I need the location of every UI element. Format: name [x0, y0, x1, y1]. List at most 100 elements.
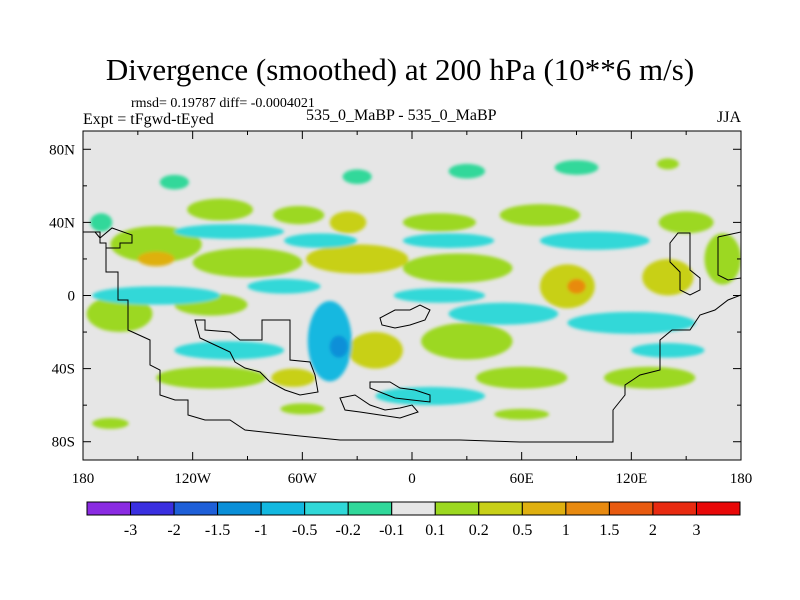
- field-blob-18: [421, 322, 513, 360]
- colorbar-label: 0.1: [425, 522, 445, 539]
- colorbar-box-10: [521, 501, 567, 516]
- colorbar-box-3: [217, 501, 262, 516]
- field-blob-9: [305, 244, 409, 274]
- colorbar-box-14: [695, 501, 741, 516]
- colorbar-box-11: [565, 501, 610, 516]
- field-blob-19: [156, 366, 266, 389]
- field-blob-28: [92, 286, 221, 305]
- colorbar-box-12: [608, 501, 654, 516]
- field-blob-27: [539, 231, 650, 250]
- field-blob-7: [137, 251, 175, 267]
- north-america-outline: [83, 227, 133, 249]
- dateline-coast-outline: [717, 231, 741, 281]
- colorbar-box-13: [652, 501, 697, 516]
- colorbar-box-8: [434, 501, 480, 516]
- y-axis: 80N 40N 0 40S 80S: [49, 142, 741, 451]
- x-tick-label: 180: [730, 471, 753, 487]
- experiment-label: Expt = tFgwd-tEyed: [83, 111, 214, 128]
- field-blob-33: [307, 300, 352, 382]
- field-blob-35: [174, 341, 285, 360]
- season-label: JJA: [716, 109, 741, 126]
- colorbar-label: -2: [167, 522, 180, 539]
- x-tick-label: 60E: [510, 471, 534, 487]
- field-blob-5: [658, 211, 714, 234]
- divergence-field: [86, 158, 741, 429]
- chart-title: Divergence (smoothed) at 200 hPa (10**6 …: [105, 52, 695, 87]
- colorbar: -3 -2 -1.5 -1 -0.5 -0.2 -0.1 0.1 0.2 0.5 1 1.5 2 3: [86, 501, 741, 539]
- colorbar-box-2: [173, 501, 219, 516]
- small-island-outline: [379, 304, 431, 329]
- field-blob-13: [642, 258, 694, 296]
- x-tick-label: 120W: [174, 471, 212, 487]
- colorbar-label: -0.5: [292, 522, 317, 539]
- field-blob-25: [284, 233, 358, 248]
- field-blob-11: [539, 264, 595, 309]
- southern-boundary-outline: [105, 248, 741, 443]
- colorbar-box-4: [260, 501, 306, 516]
- x-tick-label: 120E: [615, 471, 647, 487]
- field-blob-42: [656, 158, 679, 170]
- field-blob-21: [475, 366, 568, 389]
- field-blob-1: [273, 205, 325, 225]
- colorbar-label: 1: [562, 522, 570, 539]
- field-blob-29: [247, 279, 321, 294]
- field-blob-2: [329, 211, 367, 234]
- field-blob-3: [402, 213, 476, 232]
- x-tick-label: 180: [72, 471, 95, 487]
- field-blob-26: [402, 233, 495, 248]
- field-blob-41: [159, 174, 190, 190]
- y-tick-label: 40N: [49, 215, 75, 231]
- colorbar-box-1: [130, 501, 175, 516]
- colorbar-label: -0.1: [379, 522, 404, 539]
- colorbar-box-0: [86, 501, 132, 516]
- antarctic-shelf-outline: [369, 381, 431, 403]
- field-blob-14: [704, 233, 741, 285]
- colorbar-label: -1.5: [205, 522, 230, 539]
- field-blob-32: [567, 311, 696, 334]
- case-label: 535_0_MaBP - 535_0_MaBP: [306, 107, 497, 124]
- field-blob-37: [631, 343, 705, 358]
- field-blob-20: [271, 368, 316, 387]
- field-blob-8: [192, 247, 303, 278]
- colorbar-label: -1: [254, 522, 267, 539]
- southern-continent-outline: [194, 319, 319, 396]
- field-blob-24: [174, 224, 285, 239]
- colorbar-label: 1.5: [599, 522, 619, 539]
- colorbar-label: 0.2: [469, 522, 489, 539]
- field-blob-0: [187, 198, 253, 221]
- field-blob-10: [402, 253, 513, 283]
- field-blob-40: [554, 160, 599, 175]
- coastline-outline: [83, 227, 741, 443]
- colorbar-label: 2: [649, 522, 657, 539]
- x-tick-label: 60W: [288, 471, 318, 487]
- stats-text: rmsd= 0.19787 diff= -0.0004021: [131, 96, 315, 111]
- y-tick-label: 80N: [49, 142, 75, 158]
- x-tick-label: 0: [408, 471, 416, 487]
- field-blob-23: [90, 213, 113, 232]
- field-blob-39: [448, 163, 486, 179]
- y-tick-label: 80S: [52, 435, 75, 451]
- east-asia-outline: [669, 232, 701, 296]
- colorbar-label: -0.2: [336, 522, 361, 539]
- y-tick-label: 40S: [52, 362, 75, 378]
- field-blob-34: [329, 335, 349, 358]
- field-blob-6: [110, 226, 202, 263]
- x-axis: 180 120W 60W 0 60E 120E 180: [72, 131, 753, 487]
- field-blob-17: [348, 332, 403, 369]
- y-tick-label: 0: [68, 289, 76, 305]
- colorbar-box-9: [478, 501, 523, 516]
- field-blob-38: [342, 169, 372, 185]
- field-blob-4: [499, 204, 581, 227]
- field-blob-15: [86, 295, 153, 333]
- colorbar-box-5: [304, 501, 349, 516]
- colorbar-label: 3: [692, 522, 700, 539]
- colorbar-box-6: [347, 501, 393, 516]
- field-blob-30: [393, 288, 486, 303]
- colorbar-label: -3: [124, 522, 137, 539]
- field-blob-22: [603, 366, 696, 389]
- field-blob-45: [494, 408, 550, 420]
- field-blob-31: [448, 302, 559, 325]
- colorbar-box-7: [391, 501, 436, 516]
- southern-island-outline: [339, 394, 419, 419]
